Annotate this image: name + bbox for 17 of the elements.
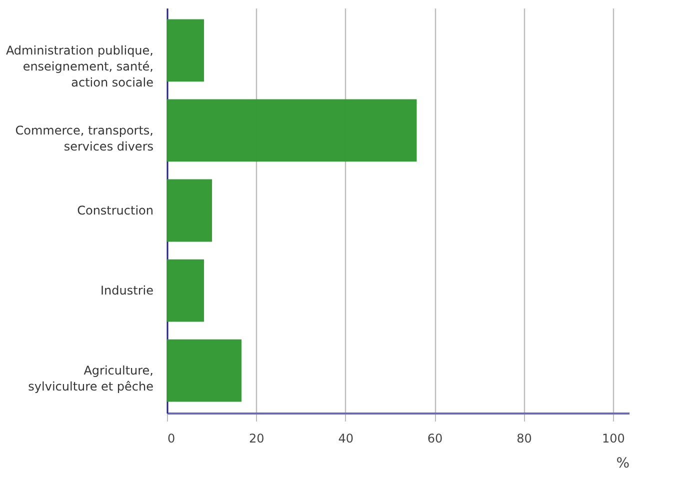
bar: [167, 99, 417, 162]
y-tick-label: Administration publique, enseignement, santé, action sociale: [6, 43, 154, 90]
x-tick-label: 40: [338, 432, 354, 446]
bar: [167, 19, 204, 82]
x-tick-label: 100: [602, 432, 625, 446]
y-tick-label: Commerce, transports, services divers: [15, 123, 154, 154]
bar: [167, 179, 212, 242]
y-tick-label: Agriculture, sylviculture et pêche: [28, 364, 154, 394]
bar: [167, 259, 204, 322]
x-axis-title: %: [616, 456, 630, 472]
x-tick-label: 20: [249, 432, 264, 446]
x-tick-label: 60: [427, 432, 443, 446]
x-tick-label: 80: [516, 432, 532, 446]
y-tick-label: Industrie: [100, 284, 154, 298]
bar: [167, 339, 242, 402]
x-tick-label: 0: [168, 432, 176, 446]
y-tick-label: Construction: [77, 204, 154, 218]
